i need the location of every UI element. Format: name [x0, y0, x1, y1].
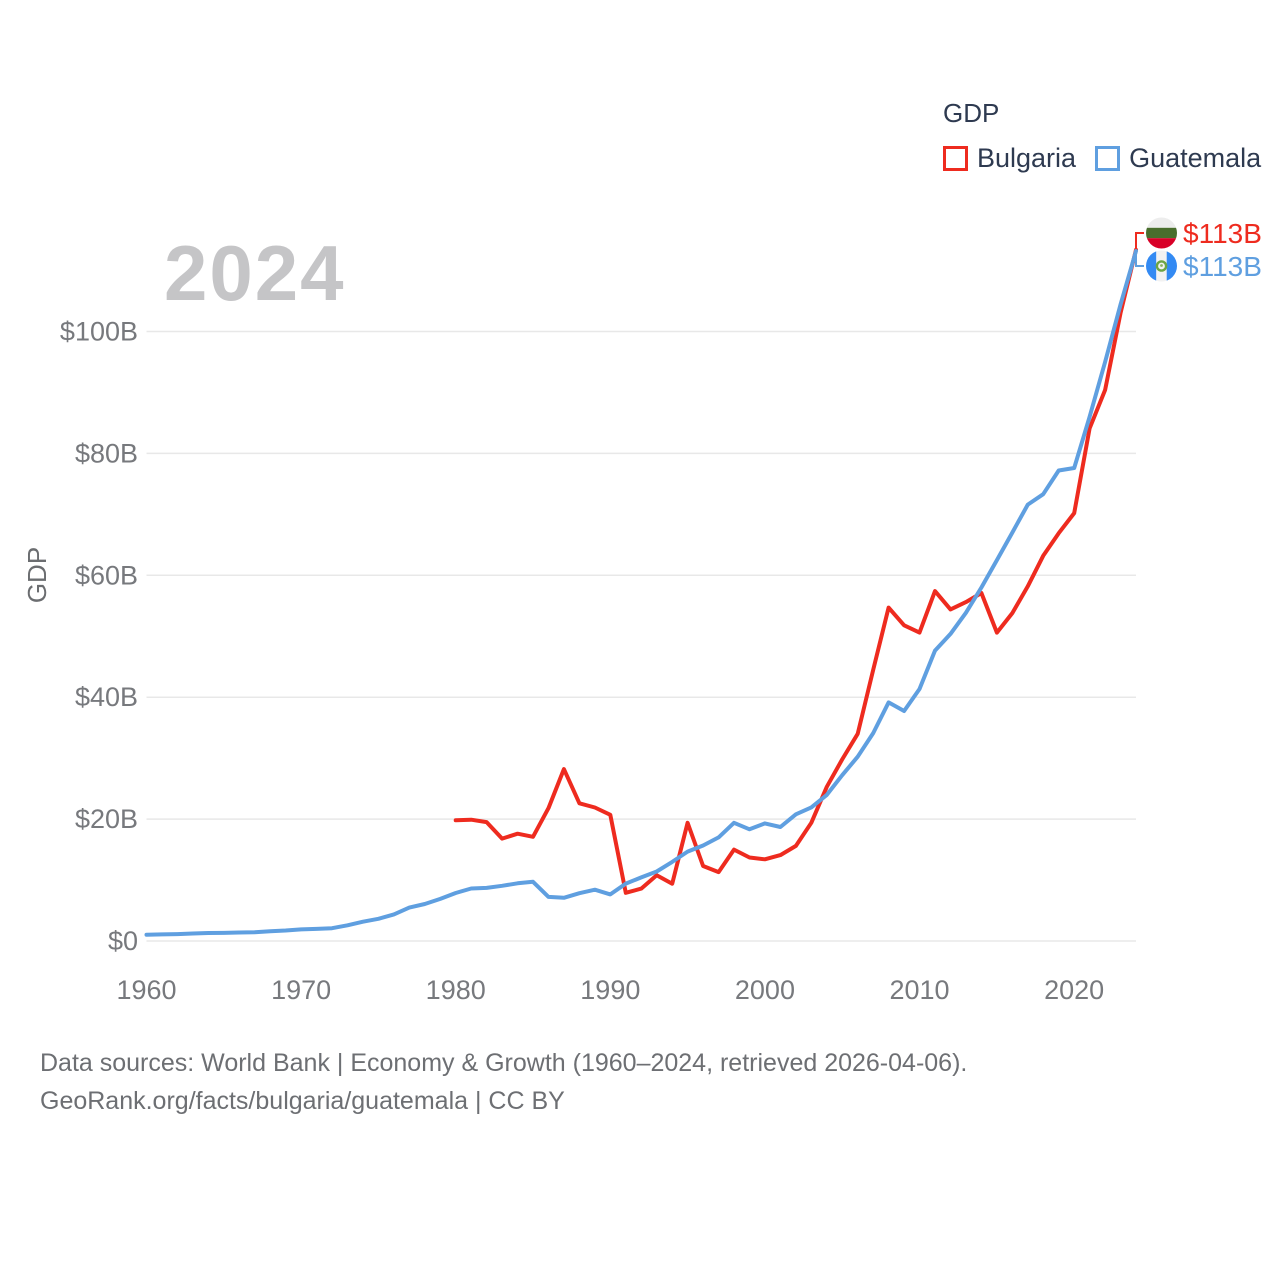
x-tick-label: 1990 — [580, 975, 640, 1005]
x-tick-label: 2010 — [890, 975, 950, 1005]
watermark-year: 2024 — [164, 229, 346, 317]
y-tick-label: $60B — [75, 560, 138, 590]
x-tick-label: 2020 — [1044, 975, 1104, 1005]
end-label-connectors — [1135, 232, 1144, 267]
y-tick-label: $20B — [75, 804, 138, 834]
y-tick-label: $100B — [60, 317, 138, 347]
legend-item-guatemala[interactable]: Guatemala — [1095, 143, 1261, 174]
bulgaria-flag-icon — [1146, 217, 1177, 249]
footer-attribution: GeoRank.org/facts/bulgaria/guatemala | C… — [40, 1087, 565, 1115]
legend-items: Bulgaria Guatemala — [943, 143, 1261, 174]
x-axis-ticks: 1960 1970 1980 1990 2000 2010 2020 — [116, 975, 1104, 1005]
footer-sources: Data sources: World Bank | Economy & Gro… — [40, 1049, 968, 1077]
series-line-bulgaria[interactable] — [453, 247, 1138, 895]
guatemala-label-connector — [1135, 252, 1144, 267]
guatemala-end-value: $113B — [1183, 251, 1262, 282]
y-axis-ticks: $0 $20B $40B $60B $80B $100B — [60, 317, 138, 957]
legend-label-guatemala: Guatemala — [1129, 143, 1262, 173]
gridlines — [146, 330, 1136, 942]
legend-title: GDP — [943, 98, 1000, 128]
y-axis-title: GDP — [22, 547, 52, 603]
x-tick-label: 1960 — [116, 975, 176, 1005]
x-tick-label: 1980 — [426, 975, 486, 1005]
y-tick-label: $40B — [75, 682, 138, 712]
x-tick-label: 2000 — [735, 975, 795, 1005]
x-tick-label: 1970 — [271, 975, 331, 1005]
bulgaria-end-value: $113B — [1183, 218, 1262, 249]
legend-label-bulgaria: Bulgaria — [977, 143, 1077, 173]
footer: Data sources: World Bank | Economy & Gro… — [40, 1044, 967, 1120]
bulgaria-label-connector — [1135, 232, 1144, 249]
legend: GDP Bulgaria Guatemala — [943, 100, 1261, 174]
guatemala-flag-icon — [1146, 250, 1177, 282]
series-line-guatemala[interactable] — [144, 249, 1138, 937]
y-tick-label: $0 — [108, 926, 138, 956]
legend-item-bulgaria[interactable]: Bulgaria — [943, 143, 1076, 174]
y-tick-label: $80B — [75, 438, 138, 468]
bulgaria-swatch-icon — [943, 146, 968, 171]
series-lines — [144, 247, 1138, 937]
guatemala-swatch-icon — [1095, 146, 1121, 171]
